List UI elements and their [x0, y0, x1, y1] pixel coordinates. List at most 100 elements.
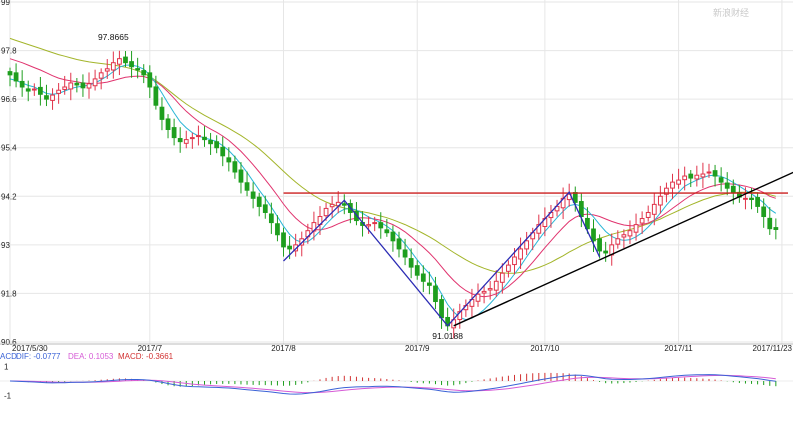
candle-body: [232, 161, 238, 173]
y-axis: 99 97.8 96.6 95.4 94.2 93 91.8 90.6: [1, 0, 17, 347]
candle-body: [670, 181, 675, 189]
candle-body: [44, 95, 49, 100]
candle-body: [220, 146, 226, 157]
candle-body: [724, 182, 730, 189]
candle-body: [767, 217, 773, 230]
candle-body: [639, 218, 645, 224]
candle-body: [743, 197, 748, 200]
candle-body: [92, 78, 98, 87]
candle-body: [268, 213, 274, 224]
candle-body: [621, 234, 627, 238]
candle-body: [682, 175, 688, 181]
candle-body: [518, 248, 523, 260]
candle-body: [706, 171, 712, 174]
candle-body: [651, 203, 657, 215]
candle-body: [38, 86, 43, 95]
x-tick-label: 2017/11/23: [753, 344, 793, 353]
candle-body: [135, 68, 141, 71]
candle-body: [13, 72, 19, 82]
candle-body: [396, 238, 402, 250]
y-tick-label: 94.2: [1, 192, 17, 201]
candle-body: [244, 182, 250, 191]
annotations: 97.8665 91.0188: [98, 32, 463, 341]
candles: [7, 50, 779, 339]
candle-body: [718, 177, 724, 183]
y-tick-label: 90.6: [1, 338, 17, 347]
x-tick-label: 2017/10: [530, 344, 559, 353]
candle-body: [129, 61, 134, 68]
candle-body: [68, 82, 74, 90]
candle-body: [250, 191, 256, 199]
candle-body: [98, 72, 104, 79]
candle-body: [749, 197, 754, 201]
macd-panel: ACD DIF: -0.0777 DEA: 0.1053 MACD: -0.36…: [0, 352, 793, 401]
candle-body: [615, 238, 621, 245]
x-tick-label: 2017/9: [405, 344, 430, 353]
candle-body: [56, 89, 62, 94]
candle-body: [578, 201, 584, 218]
y-tick-label: 99: [1, 0, 10, 7]
x-axis: 2017/5/30 2017/7 2017/8 2017/9 2017/10 2017/1…: [0, 343, 793, 353]
x-tick-label: 2017/11: [664, 344, 693, 353]
candle-body: [329, 203, 335, 208]
candle-body: [104, 68, 110, 72]
candle-body: [481, 290, 487, 294]
candle-body: [688, 173, 694, 179]
candle-body: [384, 229, 390, 234]
ma-mid-line: [9, 58, 776, 298]
candle-body: [287, 245, 292, 250]
candle-body: [31, 88, 37, 91]
candle-body: [366, 224, 371, 227]
candle-body: [433, 285, 438, 303]
macd-legend-prefix: ACD: [0, 352, 17, 361]
candle-body: [117, 58, 122, 65]
candle-body: [536, 224, 542, 234]
candle-body: [7, 71, 13, 76]
candle-body: [487, 288, 493, 291]
candle-body: [202, 136, 207, 141]
candle-body: [420, 273, 426, 282]
candle-body: [773, 227, 779, 230]
candle-body: [372, 222, 378, 225]
macd-legend-macd: MACD: -0.3661: [118, 352, 174, 361]
price-annotation: 97.8665: [98, 32, 129, 42]
candle-body: [341, 203, 347, 206]
y-tick-label: 93: [1, 241, 10, 250]
moving-average-lines: [9, 37, 777, 321]
candle-body: [402, 249, 408, 258]
candle-body: [524, 240, 530, 250]
candle-body: [591, 228, 596, 242]
candle-body: [603, 250, 609, 254]
watermark: 新浪财经: [713, 7, 749, 18]
price-annotation: 91.0188: [432, 331, 463, 341]
candle-body: [390, 231, 396, 242]
candle-body: [62, 86, 68, 90]
candle-body: [196, 135, 201, 138]
candle-body: [597, 238, 602, 252]
candle-body: [141, 70, 147, 76]
candle-body: [25, 88, 31, 92]
pattern-overlays: [283, 171, 793, 327]
candle-body: [712, 170, 718, 177]
candle-body: [50, 94, 55, 101]
candle-body: [80, 82, 86, 89]
candle-body: [281, 232, 286, 248]
candle-body: [694, 174, 700, 180]
candle-body: [676, 179, 681, 185]
macd-legend-dea: DEA: 0.1053: [68, 352, 114, 361]
candle-body: [730, 185, 736, 194]
candle-body: [208, 139, 213, 145]
macd-legend-dif: DIF: -0.0777: [16, 352, 61, 361]
candle-body: [123, 56, 128, 64]
candle-body: [171, 127, 177, 139]
candle-body: [183, 139, 189, 144]
candle-body: [159, 106, 165, 120]
candle-body: [256, 196, 262, 207]
candle-body: [177, 138, 183, 143]
candle-body: [664, 187, 669, 195]
candle-body: [226, 157, 232, 163]
y-tick-label: 95.4: [1, 144, 17, 153]
candle-body: [439, 299, 444, 319]
